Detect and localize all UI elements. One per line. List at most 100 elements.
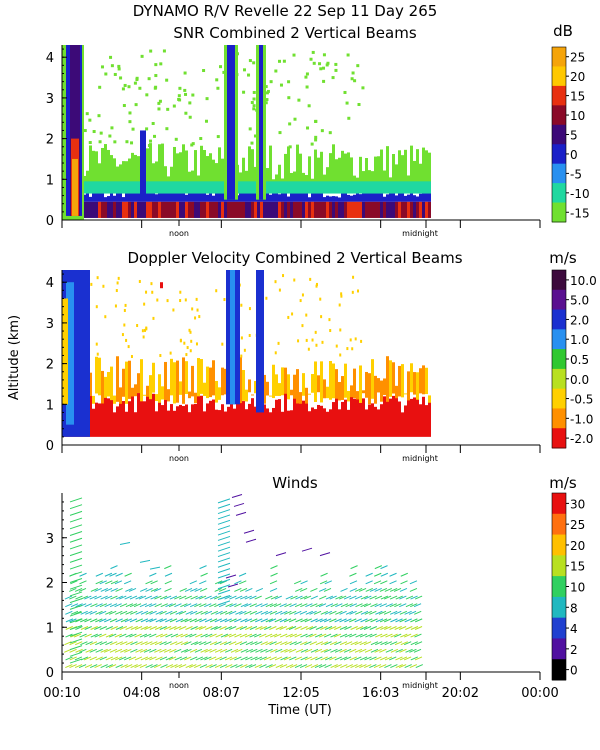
snr-cell bbox=[155, 194, 158, 202]
snr-cell bbox=[206, 201, 209, 218]
doppler-cell bbox=[172, 308, 175, 312]
wind-barb bbox=[65, 618, 74, 623]
wind-barb bbox=[240, 618, 248, 623]
snr-cell bbox=[164, 201, 167, 218]
wind-barb bbox=[229, 603, 237, 608]
wind-barb bbox=[335, 595, 343, 600]
doppler-cell bbox=[269, 412, 272, 437]
figure-title: DYNAMO R/V Revelle 22 Sep 11 Day 265 bbox=[133, 2, 438, 20]
snr-cell bbox=[278, 194, 281, 202]
wind-barb bbox=[224, 641, 232, 646]
snr-cell bbox=[191, 181, 194, 194]
snr-cell bbox=[314, 119, 318, 123]
colorbar-swatch bbox=[552, 388, 566, 409]
snr-cell bbox=[265, 98, 269, 102]
wind-barb bbox=[204, 648, 212, 653]
snr-cell bbox=[317, 201, 320, 218]
wind-barb bbox=[259, 664, 267, 668]
snr-cell bbox=[89, 181, 92, 194]
snr-cell bbox=[371, 171, 374, 186]
snr-cell bbox=[128, 201, 131, 218]
snr-cell bbox=[350, 181, 353, 194]
snr-cell bbox=[154, 74, 158, 78]
doppler-cell bbox=[167, 410, 170, 437]
wind-barb bbox=[244, 603, 252, 608]
wind-barb bbox=[130, 641, 138, 646]
wind-barb bbox=[159, 595, 168, 600]
wind-barb bbox=[414, 633, 422, 638]
doppler-cell bbox=[315, 284, 318, 288]
wind-barb bbox=[234, 656, 242, 661]
snr-cell bbox=[341, 201, 344, 218]
wind-barb bbox=[369, 656, 377, 661]
wind-barb bbox=[165, 603, 173, 608]
doppler-cell bbox=[340, 294, 343, 298]
snr-cell bbox=[320, 201, 323, 218]
wind-barb bbox=[164, 580, 173, 585]
snr-cell bbox=[122, 161, 125, 186]
wind-barb bbox=[217, 514, 231, 520]
wind-barb bbox=[175, 641, 183, 646]
wind-barb bbox=[275, 626, 284, 630]
snr-cell bbox=[182, 201, 185, 218]
x-tick-label: 00:10 bbox=[43, 686, 80, 701]
snr-cell bbox=[123, 83, 127, 87]
wind-barb bbox=[123, 656, 132, 661]
wind-barb bbox=[79, 580, 87, 585]
snr-cell bbox=[127, 85, 131, 89]
snr-cell bbox=[242, 157, 245, 186]
wind-barb bbox=[334, 641, 342, 646]
snr-cell bbox=[95, 201, 98, 218]
snr-cell bbox=[404, 201, 407, 218]
wind-barb bbox=[145, 587, 153, 592]
doppler-cell bbox=[240, 336, 243, 340]
doppler-cell bbox=[256, 270, 264, 413]
colorbar-label: 10.0 bbox=[570, 274, 597, 288]
wind-barb bbox=[125, 603, 134, 608]
x-tick-label: 08:07 bbox=[203, 686, 240, 701]
snr-cell bbox=[266, 201, 269, 218]
wind-barb bbox=[315, 626, 324, 630]
snr-cell bbox=[109, 55, 113, 59]
wind-barb bbox=[264, 626, 272, 630]
doppler-cell bbox=[251, 398, 254, 437]
doppler-cell bbox=[152, 362, 155, 393]
snr-cell bbox=[110, 181, 113, 194]
wind-barb bbox=[254, 656, 263, 661]
snr-cell bbox=[239, 172, 242, 186]
wind-barb bbox=[84, 603, 92, 608]
wind-barb bbox=[259, 626, 268, 630]
doppler-cell bbox=[98, 403, 101, 437]
snr-cell bbox=[344, 201, 347, 218]
wind-barb bbox=[64, 595, 73, 600]
wind-barb bbox=[89, 656, 97, 661]
colorbar-label: 10 bbox=[570, 109, 585, 123]
doppler-cell bbox=[371, 403, 374, 437]
snr-cell bbox=[265, 91, 269, 95]
wind-barb bbox=[95, 656, 103, 661]
wind-barb bbox=[174, 595, 182, 600]
snr-cell bbox=[347, 201, 350, 218]
snr-cell bbox=[275, 193, 278, 202]
snr-cell bbox=[83, 129, 87, 133]
wind-barb bbox=[399, 610, 408, 615]
wind-barb bbox=[269, 580, 278, 585]
wind-barb bbox=[217, 589, 231, 595]
wind-barb bbox=[69, 531, 83, 536]
wind-barb bbox=[359, 641, 367, 646]
wind-barb bbox=[69, 510, 83, 516]
wind-barb bbox=[229, 626, 237, 630]
x-tick-label: 16:03 bbox=[362, 686, 399, 701]
wind-barb bbox=[324, 648, 332, 653]
wind-barb bbox=[129, 633, 137, 638]
doppler-cell bbox=[156, 298, 159, 302]
snr-cell bbox=[131, 152, 134, 186]
wind-barb bbox=[250, 618, 258, 623]
wind-barb bbox=[85, 648, 93, 653]
wind-barb bbox=[369, 664, 377, 668]
wind-barb bbox=[345, 610, 354, 615]
snr-cell bbox=[332, 181, 335, 194]
snr-cell bbox=[365, 158, 368, 186]
wind-barb bbox=[209, 648, 217, 653]
snr-cell bbox=[182, 191, 185, 202]
